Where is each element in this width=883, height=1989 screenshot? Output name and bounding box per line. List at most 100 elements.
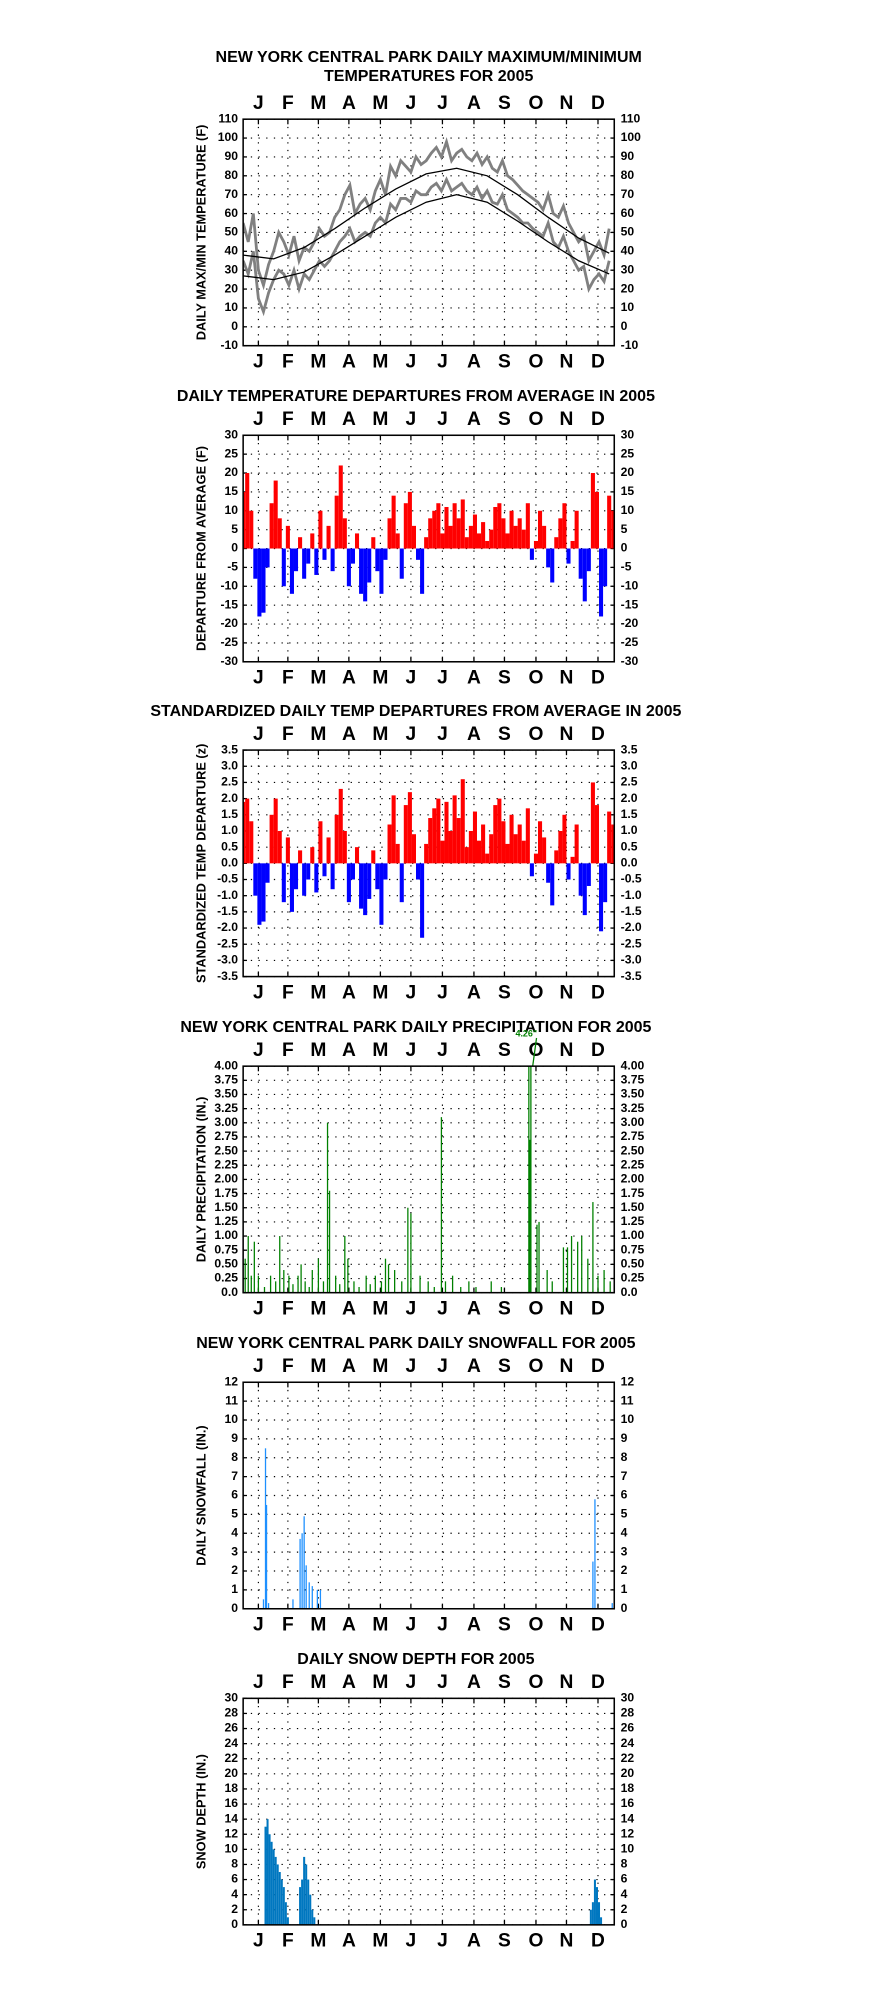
y-tick-label: 2.75 — [214, 1129, 238, 1143]
y-tick-label-right: 2.50 — [621, 1143, 645, 1157]
y-tick-label: 0 — [231, 1917, 238, 1931]
bar — [525, 808, 530, 864]
bar — [273, 798, 278, 864]
month-label-top: N — [560, 724, 574, 745]
bar — [424, 537, 429, 549]
month-label-bottom: D — [591, 667, 605, 688]
month-label-bottom: D — [591, 1614, 605, 1635]
month-label-top: M — [310, 409, 326, 430]
y-tick-label-right: 0.75 — [621, 1242, 645, 1256]
y-tick-label: 4 — [231, 1525, 238, 1539]
y-tick-label: -2.5 — [217, 936, 238, 950]
bar — [574, 510, 579, 549]
bar — [586, 863, 591, 886]
bar — [298, 537, 303, 549]
y-tick-label-right: 0.25 — [621, 1271, 645, 1285]
y-tick-label-right: 11 — [621, 1393, 634, 1407]
bar — [419, 1275, 421, 1293]
month-label-bottom: J — [253, 667, 264, 688]
chart-title: TEMPERATURES FOR 2005 — [324, 68, 533, 85]
y-tick-label-right: -15 — [621, 597, 639, 611]
y-tick-label: 1.25 — [214, 1214, 238, 1228]
y-tick-label: 25 — [225, 446, 239, 460]
month-label-top: O — [529, 93, 544, 114]
bar — [358, 1287, 360, 1293]
bar — [266, 1819, 269, 1925]
y-axis-label: SNOW DEPTH (IN.) — [194, 1754, 209, 1869]
month-label-bottom: J — [437, 351, 448, 372]
month-label-top: S — [498, 93, 511, 114]
bar — [513, 525, 518, 549]
month-label-top: N — [560, 1356, 574, 1377]
bar — [427, 1281, 429, 1293]
y-tick-label: -3.0 — [217, 953, 238, 967]
bar — [316, 1589, 319, 1609]
bar — [490, 1281, 492, 1293]
marks — [243, 779, 615, 938]
bar — [448, 525, 453, 549]
month-label-top: N — [560, 1040, 574, 1061]
bar — [306, 548, 311, 564]
bar — [472, 811, 477, 864]
y-tick-label: 15 — [225, 484, 239, 498]
y-tick-label: 30 — [225, 427, 239, 441]
annotation: 4.26" — [515, 1029, 537, 1039]
month-label-top: F — [282, 724, 294, 745]
month-label-bottom: M — [372, 351, 388, 372]
month-label-bottom: F — [282, 1931, 294, 1952]
bar — [485, 853, 490, 864]
bar — [444, 801, 449, 864]
bar — [311, 1909, 314, 1925]
month-label-top: A — [467, 1356, 481, 1377]
y-tick-label-right: -1.0 — [621, 888, 642, 902]
bar — [319, 1589, 322, 1609]
y-axis-label: DEPARTURE FROM AVERAGE (F) — [194, 446, 209, 651]
month-label-top: F — [282, 1040, 294, 1061]
y-tick-label-right: 2 — [621, 1563, 628, 1577]
y-tick-label-right: 20 — [621, 465, 635, 479]
bar — [609, 1281, 611, 1293]
month-label-bottom: J — [253, 982, 264, 1003]
bar — [269, 1275, 272, 1293]
chart-title: DAILY SNOW DEPTH FOR 2005 — [297, 1651, 534, 1668]
bar — [501, 821, 506, 864]
y-tick-label: 12 — [225, 1826, 239, 1840]
y-tick-label: 1.0 — [221, 823, 238, 837]
month-label-top: A — [342, 1040, 356, 1061]
bar — [448, 830, 453, 864]
y-tick-label-right: 10 — [621, 1412, 635, 1426]
y-axis-label: STANDARDIZED TEMP DEPARTURE (z) — [194, 744, 209, 983]
bar — [538, 1221, 540, 1293]
bar — [395, 843, 400, 864]
month-label-top: J — [406, 1672, 417, 1693]
bar — [301, 1533, 303, 1609]
y-tick-label-right: 16 — [621, 1796, 635, 1810]
bar — [399, 548, 404, 579]
y-tick-label-right: 60 — [621, 206, 635, 220]
month-label-bottom: J — [406, 1931, 417, 1952]
month-label-bottom: A — [342, 982, 356, 1003]
y-tick-label: 14 — [225, 1811, 239, 1825]
series-line — [243, 194, 610, 281]
bar — [311, 1586, 313, 1609]
bar — [292, 1284, 294, 1293]
y-tick-label: -0.5 — [217, 872, 238, 886]
bar — [582, 863, 587, 916]
month-label-bottom: S — [498, 667, 511, 688]
bar — [433, 1287, 435, 1293]
plot-frame — [242, 749, 616, 978]
bar — [529, 1139, 531, 1293]
month-label-top: A — [342, 724, 356, 745]
y-tick-label-right: 80 — [621, 168, 635, 182]
bar — [451, 1275, 454, 1293]
bar — [261, 548, 266, 613]
y-tick-label: -20 — [220, 616, 238, 630]
bar — [262, 1599, 265, 1609]
y-tick-label-right: 22 — [621, 1751, 635, 1765]
month-label-bottom: S — [498, 1931, 511, 1952]
y-tick-label-right: -3.5 — [621, 969, 642, 983]
month-label-top: A — [342, 1356, 356, 1377]
y-tick-label-right: 20 — [621, 1766, 635, 1780]
month-label-bottom: J — [406, 1298, 417, 1319]
bar — [562, 1247, 565, 1293]
